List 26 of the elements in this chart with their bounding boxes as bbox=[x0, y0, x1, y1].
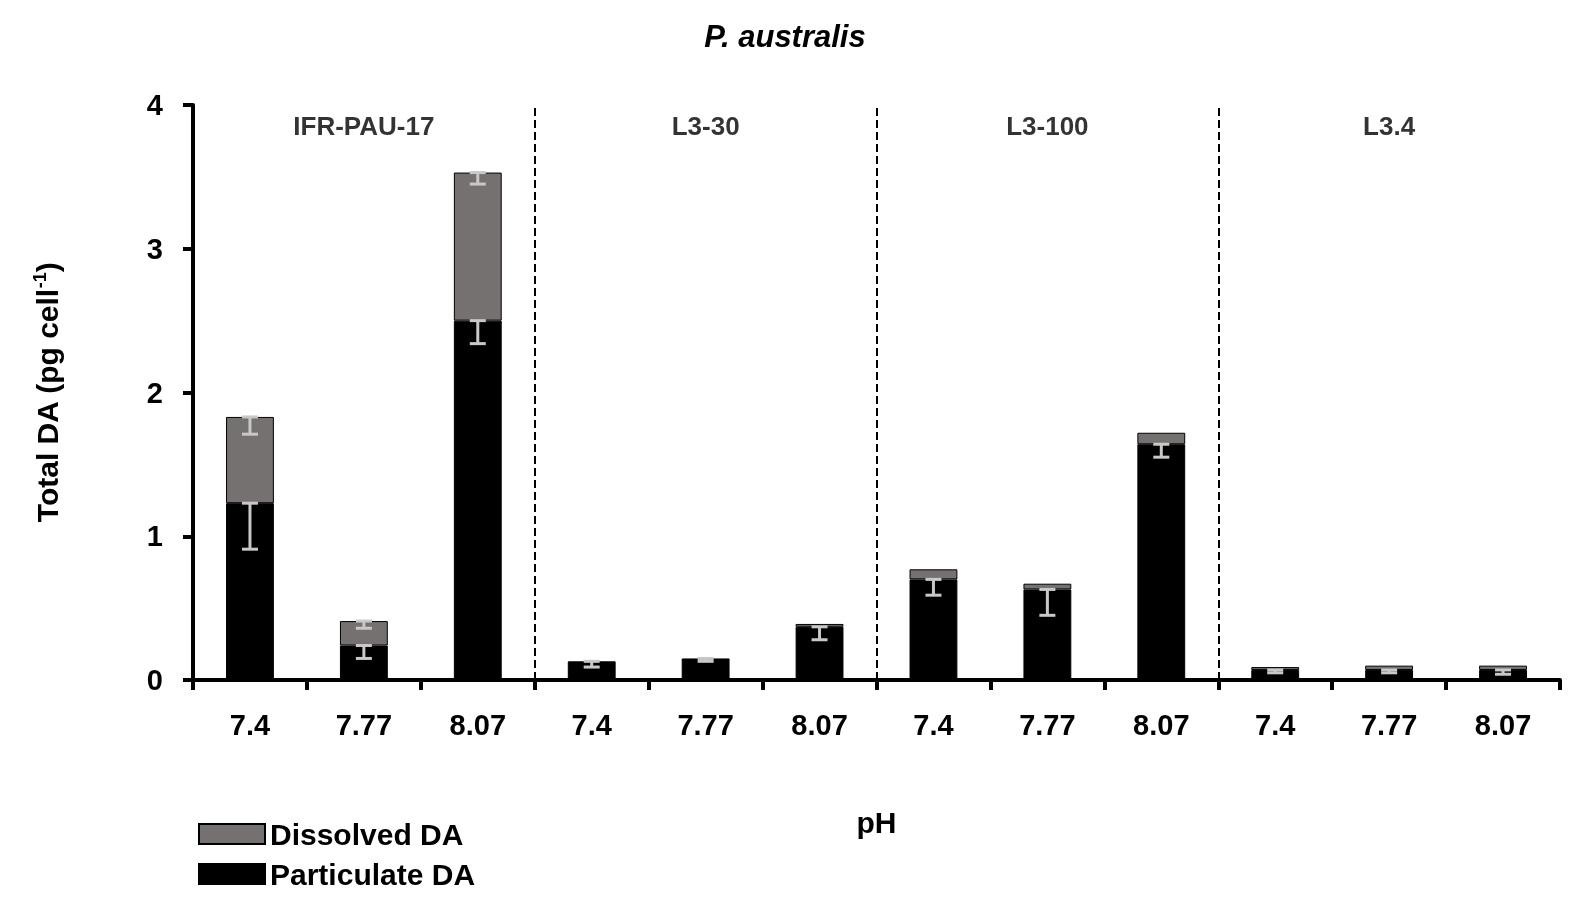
annotation: L3-100 bbox=[1006, 111, 1089, 141]
x-tick-label: 7.77 bbox=[1019, 708, 1076, 741]
legend-label: Dissolved DA bbox=[270, 817, 464, 851]
y-tick-label: 0 bbox=[146, 664, 163, 696]
x-tick-label: 7.4 bbox=[229, 708, 271, 741]
x-tick-label: 7.4 bbox=[571, 708, 612, 741]
chart-title: P. australis bbox=[704, 19, 866, 54]
x-tick-label: 7.77 bbox=[335, 708, 393, 741]
y-tick-label: 2 bbox=[146, 376, 163, 409]
x-tick-label: 8.07 bbox=[1133, 708, 1190, 741]
y-tick-label: 4 bbox=[146, 89, 163, 121]
x-tick-label: 7.4 bbox=[1255, 708, 1296, 741]
annotation: L3-30 bbox=[671, 111, 740, 141]
x-tick-label: 8.07 bbox=[1474, 708, 1532, 741]
y-tick-label: 1 bbox=[146, 520, 163, 553]
x-tick-label: 7.4 bbox=[913, 708, 954, 741]
y-tick-label: 3 bbox=[146, 232, 163, 265]
legend-label: Particulate DA bbox=[270, 857, 476, 891]
x-axis-title: pH bbox=[856, 805, 897, 839]
x-tick-label: 8.07 bbox=[791, 708, 848, 741]
annotation: L3.4 bbox=[1363, 111, 1416, 141]
annotation: IFR-PAU-17 bbox=[293, 111, 435, 141]
x-tick-label: 7.77 bbox=[677, 708, 734, 741]
x-tick-label: 8.07 bbox=[449, 708, 507, 741]
x-tick-label: 7.77 bbox=[1360, 708, 1418, 741]
y-axis-title: Total DA (pg cell-1) bbox=[30, 262, 64, 523]
